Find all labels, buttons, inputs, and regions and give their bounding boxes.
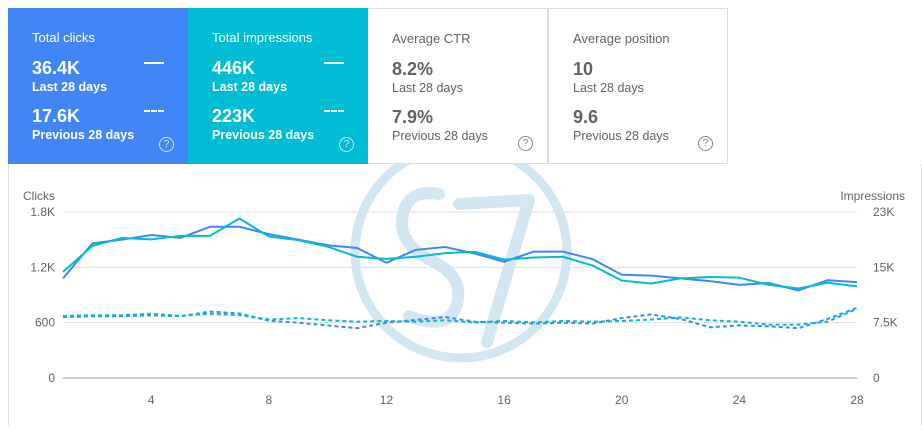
help-icon[interactable]: ? bbox=[518, 136, 533, 151]
average-ctr-previous-period: Previous 28 days bbox=[392, 129, 488, 143]
solid-line-legend-icon bbox=[324, 62, 344, 64]
average-ctr-period: Last 28 days bbox=[392, 81, 463, 95]
left-axis-tick-label: 600 bbox=[35, 316, 55, 330]
dashed-line-legend-icon bbox=[324, 110, 344, 112]
right-axis-title: Impressions bbox=[840, 189, 905, 203]
help-icon[interactable]: ? bbox=[698, 136, 713, 151]
help-icon[interactable]: ? bbox=[159, 137, 174, 152]
total-clicks-previous-period: Previous 28 days bbox=[32, 128, 135, 142]
x-axis-tick-label: 24 bbox=[733, 393, 747, 407]
right-axis-tick-label: 15K bbox=[873, 260, 894, 274]
x-axis-tick-label: 8 bbox=[266, 393, 273, 407]
solid-line-legend-icon bbox=[144, 62, 164, 64]
left-axis-tick-label: 1.2K bbox=[30, 260, 55, 274]
average-position-card[interactable]: Average position 10 Last 28 days 9.6 Pre… bbox=[548, 8, 728, 164]
total-impressions-period: Last 28 days bbox=[212, 80, 288, 94]
total-impressions-previous-period: Previous 28 days bbox=[212, 128, 315, 142]
series-line-clicks_previous bbox=[62, 306, 858, 330]
total-clicks-label: Total clicks bbox=[32, 30, 95, 45]
right-axis-tick-label: 23K bbox=[873, 205, 894, 219]
average-position-label: Average position bbox=[573, 31, 670, 46]
series-line-clicks_current bbox=[62, 225, 858, 292]
x-axis-tick-label: 28 bbox=[850, 393, 864, 407]
total-clicks-card[interactable]: Total clicks 36.4K Last 28 days 17.6K Pr… bbox=[8, 8, 188, 164]
total-impressions-previous-value: 223K bbox=[212, 106, 256, 126]
total-impressions-card[interactable]: Total impressions 446K Last 28 days 223K… bbox=[188, 8, 368, 164]
left-axis-tick-label: 0 bbox=[48, 371, 55, 385]
x-axis-tick-label: 4 bbox=[148, 393, 155, 407]
x-axis-tick-label: 20 bbox=[615, 393, 629, 407]
help-icon[interactable]: ? bbox=[339, 137, 354, 152]
metric-cards: Total clicks 36.4K Last 28 days 17.6K Pr… bbox=[8, 8, 728, 164]
total-impressions-value: 446K bbox=[212, 58, 256, 78]
average-ctr-card[interactable]: Average CTR 8.2% Last 28 days 7.9% Previ… bbox=[368, 8, 548, 164]
left-axis-tick-label: 1.8K bbox=[30, 205, 55, 219]
average-position-previous-value: 9.6 bbox=[573, 107, 599, 127]
x-axis-tick-label: 16 bbox=[497, 393, 511, 407]
average-position-period: Last 28 days bbox=[573, 81, 644, 95]
series-line-impressions_current bbox=[62, 217, 858, 290]
watermark-logo-icon bbox=[350, 141, 572, 363]
total-clicks-previous-value: 17.6K bbox=[32, 106, 81, 126]
performance-chart-container: 0 0 600 7.5K 1.2K 15K 1.8K 23K Clicks Impressions… bbox=[8, 141, 922, 426]
average-ctr-previous-value: 7.9% bbox=[392, 107, 434, 127]
average-ctr-label: Average CTR bbox=[392, 31, 471, 46]
dashed-line-legend-icon bbox=[144, 110, 164, 112]
total-clicks-period: Last 28 days bbox=[32, 80, 108, 94]
average-position-value: 10 bbox=[573, 59, 594, 79]
average-ctr-value: 8.2% bbox=[392, 59, 434, 79]
average-position-previous-period: Previous 28 days bbox=[573, 129, 669, 143]
total-clicks-value: 36.4K bbox=[32, 58, 81, 78]
right-axis-tick-label: 7.5K bbox=[873, 316, 898, 330]
x-axis-tick-label: 12 bbox=[380, 393, 394, 407]
right-axis-tick-label: 0 bbox=[873, 371, 880, 385]
total-impressions-label: Total impressions bbox=[212, 30, 313, 45]
left-axis-title: Clicks bbox=[23, 189, 55, 203]
performance-chart[interactable]: 0 0 600 7.5K 1.2K 15K 1.8K 23K Clicks Impressions… bbox=[9, 141, 921, 426]
